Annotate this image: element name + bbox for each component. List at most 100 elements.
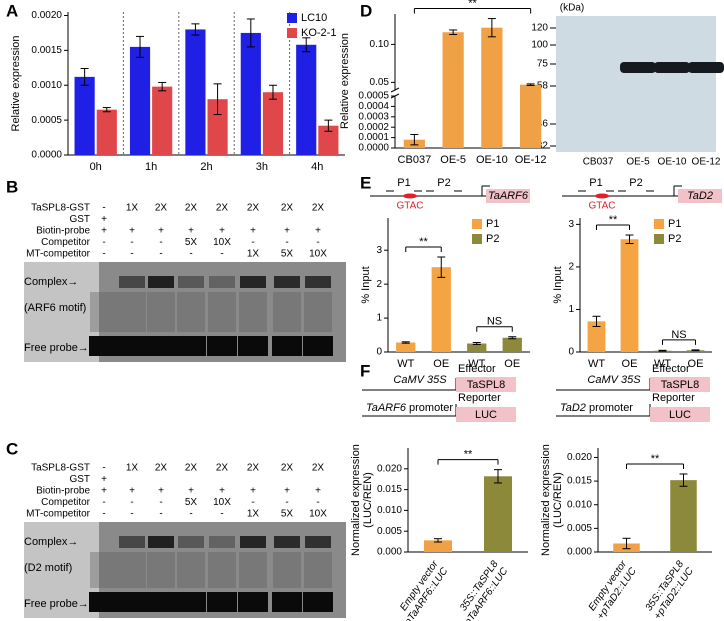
gel-smear — [239, 552, 267, 588]
bar — [240, 32, 261, 155]
y-tick-label: 1 — [376, 313, 382, 324]
error-bar — [658, 349, 667, 352]
gel-band — [146, 592, 176, 612]
row-cell: + — [284, 486, 290, 497]
bar — [152, 86, 173, 155]
primer-label: P1 — [589, 177, 602, 189]
row-label: GST — [69, 214, 90, 225]
motif-mark — [595, 193, 609, 199]
x-tick-label: OE-10 — [476, 154, 508, 166]
row-cell: 2X — [216, 203, 229, 214]
error-bar — [526, 83, 535, 86]
effector-label: Effector — [652, 363, 690, 375]
x-tick-label: WT — [588, 358, 605, 370]
y-tick-label: 0.10 — [370, 39, 390, 50]
gel-smear — [304, 292, 332, 332]
effector-gene: TaSPL8 — [661, 379, 700, 391]
bar — [467, 343, 487, 352]
x-tick-label: WT — [397, 358, 414, 370]
x-tick-label: 4h — [311, 161, 323, 173]
marker-label: 120 — [531, 23, 548, 34]
marker-label: 75 — [537, 59, 549, 70]
reporter-label: Reporter — [652, 392, 695, 404]
gel-smear — [208, 552, 236, 588]
row-cell: 1X — [126, 463, 139, 474]
row-cell: + — [188, 486, 194, 497]
row-cell: 5X — [185, 237, 198, 248]
row-cell: 2X — [281, 203, 294, 214]
row-cell: - — [189, 509, 192, 520]
gel-band — [117, 592, 147, 612]
reporter-gene: LUC — [669, 409, 691, 421]
y-tick-label: 0.000 — [377, 547, 402, 558]
row-cell: 2X — [185, 203, 198, 214]
significance: ** — [464, 449, 473, 461]
reporter-promoter-word: promoter — [589, 402, 633, 414]
complex-label: Complex→ — [24, 536, 78, 548]
row-cell: 10X — [213, 497, 231, 508]
blot-image — [556, 16, 716, 152]
gel-smear — [118, 292, 146, 332]
gel-band — [146, 336, 176, 356]
legend-swatch — [654, 234, 664, 244]
row-cell: 2X — [155, 463, 168, 474]
marker-label: 46 — [537, 119, 549, 130]
gel-band — [240, 536, 266, 548]
y-tick-label: 0.0000 — [358, 143, 389, 154]
y-tick-label: 0 — [376, 347, 382, 358]
row-cell: - — [285, 237, 288, 248]
significance: NS — [671, 329, 686, 341]
x-tick-label: WT — [468, 358, 485, 370]
reporter-label: Reporter — [458, 392, 501, 404]
row-cell: + — [101, 486, 107, 497]
significance: ** — [468, 0, 477, 9]
row-cell: - — [159, 509, 162, 520]
row-cell: - — [102, 237, 105, 248]
row-cell: 2X — [312, 463, 325, 474]
legend-swatch — [472, 219, 482, 229]
lane-label: OE-12 — [692, 157, 721, 168]
error-bar — [268, 84, 277, 100]
error-bar — [401, 341, 410, 344]
row-cell: - — [251, 237, 254, 248]
effector-gene: TaSPL8 — [467, 379, 506, 391]
gene-name: TaARF6 — [488, 190, 529, 202]
promoter-label: CaMV 35S — [587, 374, 641, 386]
blot-band — [688, 62, 724, 73]
row-cell: - — [251, 497, 254, 508]
gel-smear — [239, 292, 267, 332]
gel-band — [89, 592, 119, 612]
gel-band — [305, 276, 331, 288]
row-cell: + — [101, 474, 107, 485]
row-label: MT-competitor — [26, 249, 91, 260]
error-bar — [136, 35, 145, 58]
row-label: MT-competitor — [26, 509, 91, 520]
row-label: Biotin-probe — [36, 226, 90, 237]
bar — [670, 480, 697, 552]
y-tick-label: 0.05 — [370, 77, 390, 88]
error-bar — [302, 37, 311, 53]
gene-box — [678, 189, 722, 203]
row-cell: + — [129, 486, 135, 497]
gel-smear — [273, 552, 301, 588]
y-tick-label: 0.0005 — [31, 115, 62, 126]
row-cell: - — [189, 249, 192, 260]
significance: ** — [609, 214, 618, 226]
x-tick-label: 0h — [90, 161, 102, 173]
row-cell: + — [219, 486, 225, 497]
gel-band — [178, 536, 204, 548]
legend-swatch — [287, 28, 297, 38]
legend-label: P2 — [668, 233, 681, 245]
row-cell: + — [250, 486, 256, 497]
row-cell: - — [130, 509, 133, 520]
motif-label: GTAC — [396, 201, 423, 212]
blot-band — [654, 62, 690, 73]
row-cell: + — [101, 214, 107, 225]
y-tick-label: 0.0004 — [358, 101, 389, 112]
gel-band — [303, 592, 333, 612]
gel-smear — [147, 292, 175, 332]
row-cell: - — [159, 237, 162, 248]
row-cell: + — [219, 226, 225, 237]
marker-label: 32 — [537, 141, 549, 152]
gel-band — [148, 276, 174, 288]
